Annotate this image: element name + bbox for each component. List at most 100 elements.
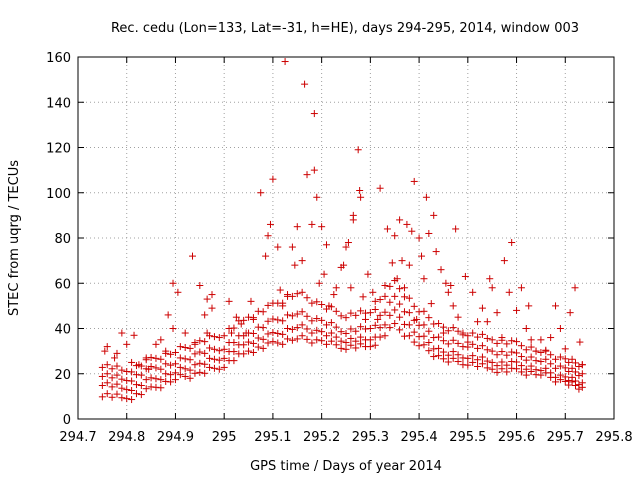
data-point <box>118 329 126 337</box>
x-tick-label: 295.4 <box>400 430 437 445</box>
data-point <box>123 386 131 394</box>
data-point <box>344 239 352 247</box>
data-point <box>276 286 284 294</box>
data-point <box>364 270 372 278</box>
data-point <box>118 384 126 392</box>
data-point <box>376 311 384 319</box>
data-point <box>391 292 399 300</box>
data-point <box>578 361 586 369</box>
data-point <box>245 347 253 355</box>
data-point <box>225 297 233 305</box>
data-point <box>259 308 267 316</box>
data-point <box>152 375 160 383</box>
data-point <box>359 293 367 301</box>
data-point <box>556 325 564 332</box>
data-point <box>162 370 170 378</box>
data-point <box>388 259 396 267</box>
data-point <box>505 288 513 296</box>
data-point <box>196 359 204 367</box>
data-point <box>201 338 209 346</box>
data-point <box>103 361 111 369</box>
data-point <box>561 364 569 372</box>
data-point <box>262 252 270 260</box>
data-point <box>486 275 494 283</box>
data-point <box>128 358 136 366</box>
data-point <box>391 232 399 240</box>
data-point <box>366 309 374 317</box>
data-point <box>352 311 360 319</box>
data-point <box>259 344 267 352</box>
data-point <box>118 375 126 383</box>
data-point <box>274 316 282 324</box>
data-point <box>171 376 179 384</box>
data-point <box>427 300 435 308</box>
data-point <box>293 290 301 298</box>
data-point <box>422 193 430 201</box>
data-point <box>215 356 223 364</box>
data-point <box>191 350 199 358</box>
data-point <box>132 381 140 389</box>
data-point <box>483 364 491 372</box>
data-point <box>522 365 530 373</box>
data-point <box>171 369 179 377</box>
data-point <box>220 345 228 353</box>
data-point <box>181 372 189 380</box>
data-point <box>498 348 506 356</box>
data-point <box>332 333 340 341</box>
data-point <box>552 364 560 372</box>
data-point <box>186 366 194 374</box>
data-point <box>98 382 106 390</box>
data-point <box>293 324 301 332</box>
data-point <box>132 390 140 398</box>
data-point <box>527 343 535 351</box>
axis-ticks <box>77 56 615 420</box>
data-point <box>483 346 491 354</box>
x-tick-label: 295.3 <box>352 430 389 445</box>
data-point <box>400 308 408 316</box>
data-point <box>435 333 443 341</box>
data-point <box>488 365 496 373</box>
data-point <box>498 365 506 373</box>
data-point <box>310 166 318 174</box>
data-point <box>318 328 326 336</box>
data-point <box>575 372 583 380</box>
data-point <box>381 308 389 316</box>
data-point <box>164 311 172 319</box>
data-point <box>493 362 501 370</box>
data-point <box>527 353 535 361</box>
data-point <box>342 345 350 353</box>
data-point <box>327 303 335 311</box>
data-point <box>220 332 228 340</box>
data-point <box>128 396 136 404</box>
data-point <box>201 360 209 368</box>
data-point <box>415 234 423 242</box>
data-point <box>157 376 165 384</box>
data-point <box>303 335 311 343</box>
data-point <box>371 341 379 349</box>
data-point <box>118 366 126 374</box>
data-point <box>230 339 238 347</box>
data-point <box>323 340 331 348</box>
data-point <box>167 378 175 386</box>
data-point <box>232 313 240 321</box>
data-point <box>483 357 491 365</box>
data-point <box>556 353 564 361</box>
data-point <box>552 302 560 310</box>
data-point <box>337 337 345 345</box>
data-point <box>371 297 379 305</box>
data-point <box>347 284 355 292</box>
data-point <box>128 377 136 385</box>
data-point <box>147 363 155 371</box>
data-point <box>513 349 521 357</box>
data-point <box>537 348 545 356</box>
data-point <box>196 348 204 356</box>
data-point <box>167 371 175 379</box>
data-point <box>181 365 189 373</box>
data-point <box>508 348 516 356</box>
data-point <box>522 346 530 354</box>
data-point <box>474 333 482 341</box>
data-point <box>420 332 428 340</box>
data-point <box>522 325 530 332</box>
data-point <box>381 292 389 300</box>
data-point <box>332 323 340 331</box>
